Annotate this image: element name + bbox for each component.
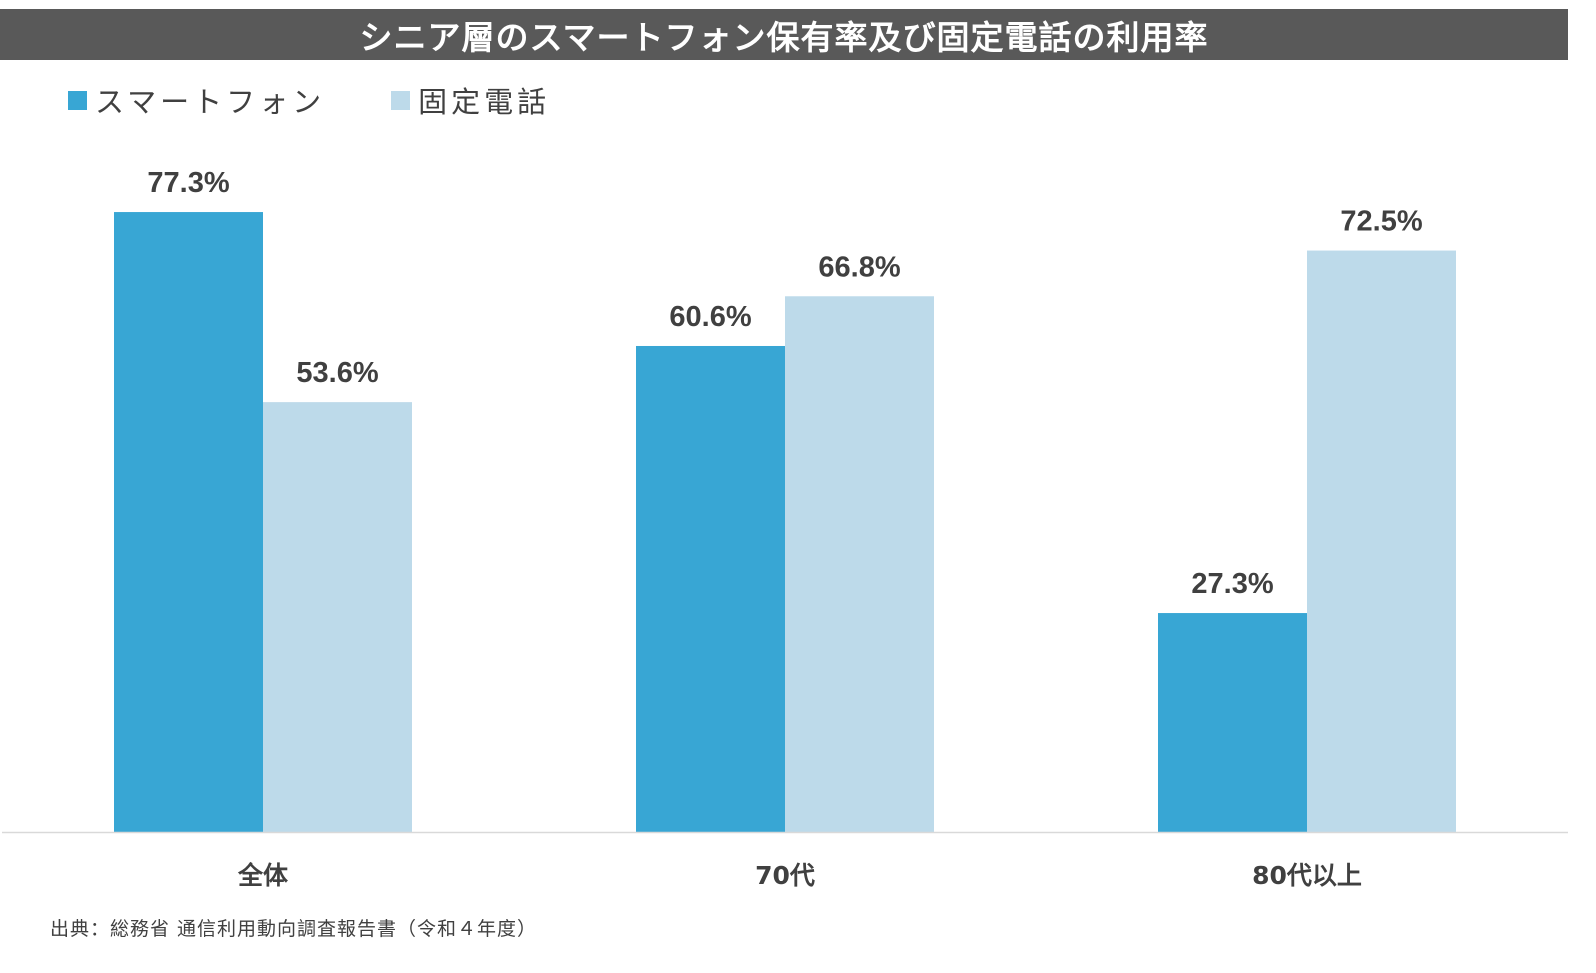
data-label-landline-1: 66.8%: [818, 251, 900, 283]
category-label-0: 全体: [237, 861, 289, 890]
legend-label-smartphone: スマートフォン: [95, 85, 326, 119]
chart-title: シニア層のスマートフォン保有率及び固定電話の利用率: [359, 17, 1209, 57]
legend-swatch-landline: [391, 90, 411, 110]
title-bar: シニア層のスマートフォン保有率及び固定電話の利用率: [0, 9, 1568, 60]
data-label-landline-2: 72.5%: [1340, 206, 1422, 238]
bar-landline-2: [1307, 250, 1456, 833]
category-label-1: 70代: [755, 861, 815, 890]
bar-landline-1: [785, 296, 934, 832]
data-label-landline-0: 53.6%: [296, 357, 378, 389]
data-label-smartphone-1: 60.6%: [669, 301, 751, 333]
bar-smartphone-2: [1158, 613, 1307, 832]
category-label-2: 80代以上: [1252, 861, 1362, 890]
legend-label-landline: 固定電話: [418, 85, 551, 119]
data-label-smartphone-2: 27.3%: [1191, 568, 1273, 600]
legend-item-smartphone: スマートフォン: [68, 79, 325, 121]
bar-landline-0: [263, 402, 412, 832]
bar-smartphone-0: [114, 212, 263, 832]
legend-item-landline: 固定電話: [391, 79, 550, 121]
source-note: 出典：総務省 通信利用動向調査報告書（令和４年度）: [50, 918, 538, 940]
legend: スマートフォン 固定電話: [68, 79, 616, 121]
bar-smartphone-1: [636, 345, 785, 832]
data-label-smartphone-0: 77.3%: [147, 167, 229, 199]
legend-swatch-smartphone: [68, 90, 87, 110]
